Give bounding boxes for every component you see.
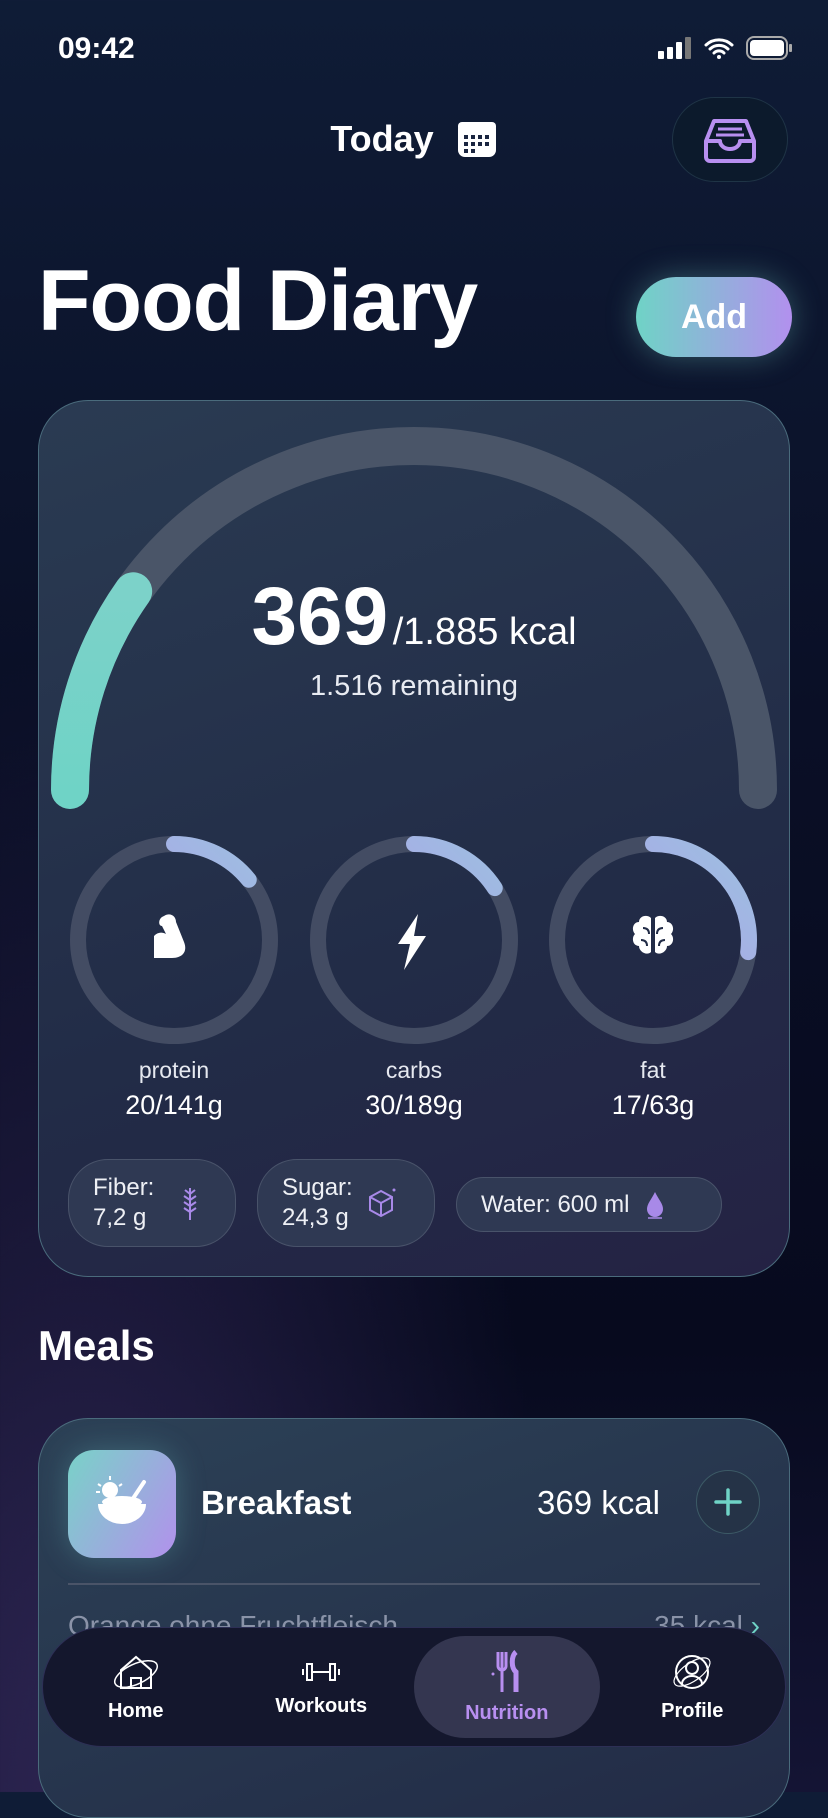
fiber-label: Fiber: (93, 1174, 155, 1201)
calories-consumed: 369 (251, 571, 389, 662)
inbox-button[interactable] (672, 97, 788, 182)
fat-ring (549, 836, 757, 1044)
date-selector[interactable]: Today (0, 118, 828, 160)
meal-kcal: 369 kcal (537, 1484, 660, 1521)
protein-ring (70, 836, 278, 1044)
water-chip[interactable]: Water: 600 ml (456, 1177, 722, 1232)
sugar-cube-icon (368, 1188, 396, 1218)
chevron-right-icon: › (750, 1610, 760, 1641)
gauge-fill (51, 572, 153, 809)
flexed-biceps-icon (154, 914, 186, 958)
page-title: Food Diary (38, 253, 478, 349)
tab-label: Home (107, 1699, 164, 1722)
battery-icon (746, 36, 792, 60)
tab-profile[interactable]: Profile (600, 1628, 786, 1746)
macro-value: 30/189g (365, 1090, 463, 1120)
tab-label: Profile (661, 1699, 724, 1722)
calorie-gauge (51, 427, 777, 809)
dumbbell-icon (302, 1662, 341, 1681)
fiber-value: 7,2 g (93, 1204, 147, 1231)
add-to-breakfast-button[interactable] (696, 1470, 760, 1534)
breakfast-bowl-icon (96, 1476, 146, 1524)
sugar-label: Sugar: (282, 1174, 353, 1201)
calendar-icon (457, 122, 496, 157)
calories-remaining: 1.516 remaining (310, 670, 518, 702)
status-time: 09:42 (58, 32, 135, 65)
tab-workouts[interactable]: Workouts (229, 1628, 415, 1746)
tab-label: Nutrition (465, 1701, 549, 1724)
wifi-icon (704, 38, 734, 59)
calorie-total: 369 /1.885 kcal (0, 570, 828, 664)
tab-home[interactable]: Home (43, 1628, 229, 1746)
meal-name: Breakfast (201, 1484, 352, 1521)
tab-bar: Home Workouts Nutrition Profile (42, 1627, 786, 1747)
macro-value: 20/141g (125, 1090, 223, 1120)
water-drop-icon (646, 1191, 663, 1219)
carbs-ring (310, 836, 518, 1044)
wheat-icon (183, 1188, 197, 1220)
macro-label: protein (138, 1057, 210, 1083)
lightning-icon (398, 914, 426, 970)
fork-knife-icon (491, 1649, 519, 1692)
home-icon (113, 1655, 158, 1689)
ring-progress (549, 836, 757, 1044)
status-icons (658, 36, 792, 60)
ring-progress (310, 836, 518, 1044)
brain-icon (632, 915, 674, 954)
tab-label: Workouts (275, 1694, 368, 1717)
sugar-value: 24,3 g (282, 1204, 349, 1231)
meal-divider (68, 1583, 760, 1585)
macro-label: carbs (385, 1057, 443, 1083)
macro-value: 17/63g (611, 1090, 695, 1120)
meals-heading: Meals (38, 1322, 155, 1369)
profile-icon (673, 1654, 711, 1689)
sugar-chip: Sugar: 24,3 g (257, 1159, 435, 1247)
ring-progress (70, 836, 278, 1044)
macro-label: fat (640, 1057, 666, 1083)
plus-icon (714, 1488, 742, 1516)
breakfast-icon-tile (68, 1450, 176, 1558)
inbox-icon (704, 118, 756, 163)
add-button[interactable]: Add (636, 277, 792, 357)
date-label: Today (330, 118, 434, 159)
water-value: Water: 600 ml (481, 1190, 630, 1218)
signal-icon (658, 37, 691, 59)
calorie-goal: /1.885 kcal (392, 611, 577, 653)
fiber-chip: Fiber: 7,2 g (68, 1159, 236, 1247)
tab-nutrition[interactable]: Nutrition (414, 1636, 600, 1738)
